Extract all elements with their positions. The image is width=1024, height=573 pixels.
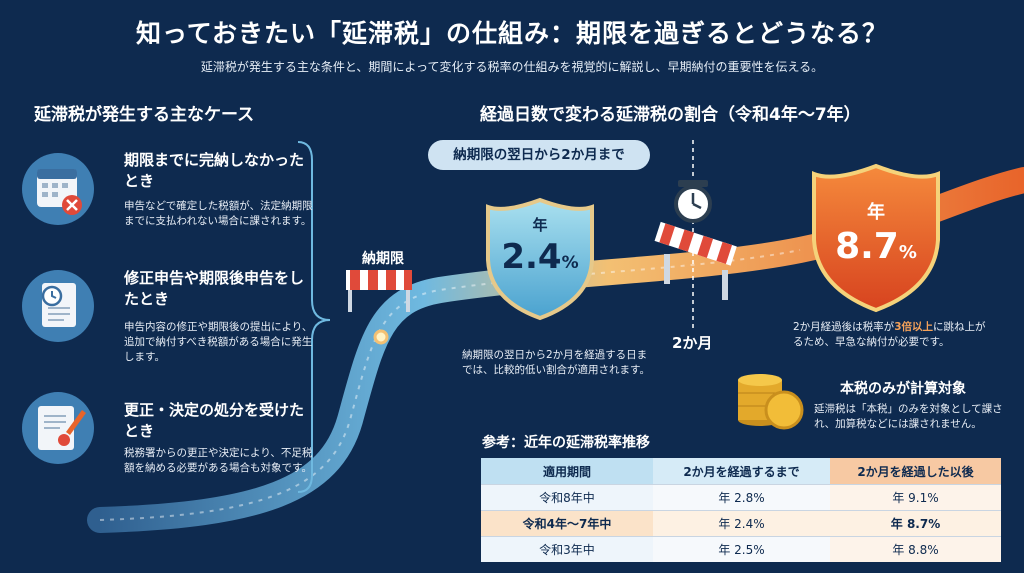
table-header-after: 2か月を経過した以後 (830, 458, 1001, 485)
high-desc-pre: 2か月経過後は税率が (793, 321, 895, 333)
clock-icon (674, 180, 712, 223)
table-cell-period: 令和4年〜7年中 (481, 510, 653, 537)
table-header-row: 適用期間 2か月を経過するまで 2か月を経過した以後 (481, 458, 1001, 485)
case-2-description: 申告内容の修正や期限後の提出により、追加で納付すべき税額がある場合に発生します。 (124, 321, 313, 363)
case-3-description: 税務署からの更正や決定により、不足税額を納める必要がある場合も対象です。 (124, 447, 313, 474)
deadline-label: 納期限 (362, 251, 404, 267)
shield-low-rate (486, 197, 594, 321)
shield-high-rate (812, 163, 940, 313)
table-cell-after: 年 8.8% (830, 536, 1001, 562)
two-month-barrier (654, 221, 737, 300)
document-clock-icon (22, 270, 94, 342)
coin-stack-icon (738, 374, 804, 430)
page-title: 知っておきたい「延滞税」の仕組み：期限を過ぎるとどうなる？ (135, 19, 888, 48)
table-cell-before: 年 2.8% (653, 484, 830, 511)
table-row: 令和8年中 年 2.8% 年 9.1% (481, 484, 1001, 511)
shield-low-content: 年 2.4% (488, 214, 592, 277)
shield-high-rate-value: 8.7 (835, 226, 899, 267)
high-desc-post: に跳ね上がるため、早急な納付が必要です。 (793, 321, 986, 348)
shield-high-unit: % (898, 242, 917, 263)
table-cell-before: 年 2.4% (653, 510, 830, 537)
timeline-heading: 経過日数で変わる延滞税の割合（令和4年〜7年） (480, 105, 861, 125)
cases-heading: 延滞税が発生する主なケース (34, 105, 255, 125)
principal-title: 本税のみが計算対象 (840, 381, 966, 397)
table-cell-before: 年 2.5% (653, 536, 830, 562)
table-row: 令和4年〜7年中 年 2.4% 年 8.7% (481, 510, 1001, 537)
shield-high-year: 年 (867, 202, 885, 223)
shield-high-content: 年 8.7% (814, 198, 938, 267)
high-desc-emphasis: 3倍以上 (894, 321, 933, 333)
case-1-title: 期限までに完納しなかったとき (124, 151, 305, 190)
table-cell-after: 年 8.7% (830, 510, 1001, 537)
shield-low-unit: % (561, 253, 579, 273)
calendar-cross-icon (22, 153, 94, 225)
low-rate-description: 納期限の翌日から2か月を経過する日までは、比較的低い割合が適用されます。 (462, 349, 650, 376)
period-pill: 納期限の翌日から2か月まで (428, 140, 650, 170)
page-subtitle: 延滞税が発生する主な条件と、期間によって変化する税率の仕組みを視覚的に解説し、早… (200, 60, 824, 74)
rate-history-table: 適用期間 2か月を経過するまで 2か月を経過した以後 令和8年中 年 2.8% … (481, 458, 1001, 562)
table-cell-period: 令和8年中 (481, 484, 653, 511)
cases-bracket (297, 141, 331, 493)
case-2-title: 修正申告や期限後申告をしたとき (124, 269, 305, 308)
case-3-title: 更正・決定の処分を受けたとき (124, 401, 305, 440)
shield-low-year: 年 (532, 216, 548, 234)
table-cell-after: 年 9.1% (830, 484, 1001, 511)
document-pen-seal-icon (22, 392, 94, 464)
deadline-barrier (346, 270, 412, 312)
table-cell-period: 令和3年中 (481, 536, 653, 562)
table-header-period: 適用期間 (481, 458, 653, 485)
start-marker (373, 329, 389, 345)
principal-description: 延滞税は「本税」のみを対象として課され、加算税などには課されません。 (814, 403, 1003, 430)
high-rate-description: 2か月経過後は税率が3倍以上に跳ね上がるため、早急な納付が必要です。 (793, 320, 993, 350)
table-header-before: 2か月を経過するまで (653, 458, 830, 485)
two-month-label: 2か月 (672, 334, 713, 352)
reference-title: 参考：近年の延滞税率推移 (482, 435, 650, 451)
table-row: 令和3年中 年 2.5% 年 8.8% (481, 536, 1001, 562)
case-1-description: 申告などで確定した税額が、法定納期限までに支払われない場合に課されます。 (124, 200, 313, 227)
shield-low-rate-value: 2.4 (501, 237, 562, 277)
